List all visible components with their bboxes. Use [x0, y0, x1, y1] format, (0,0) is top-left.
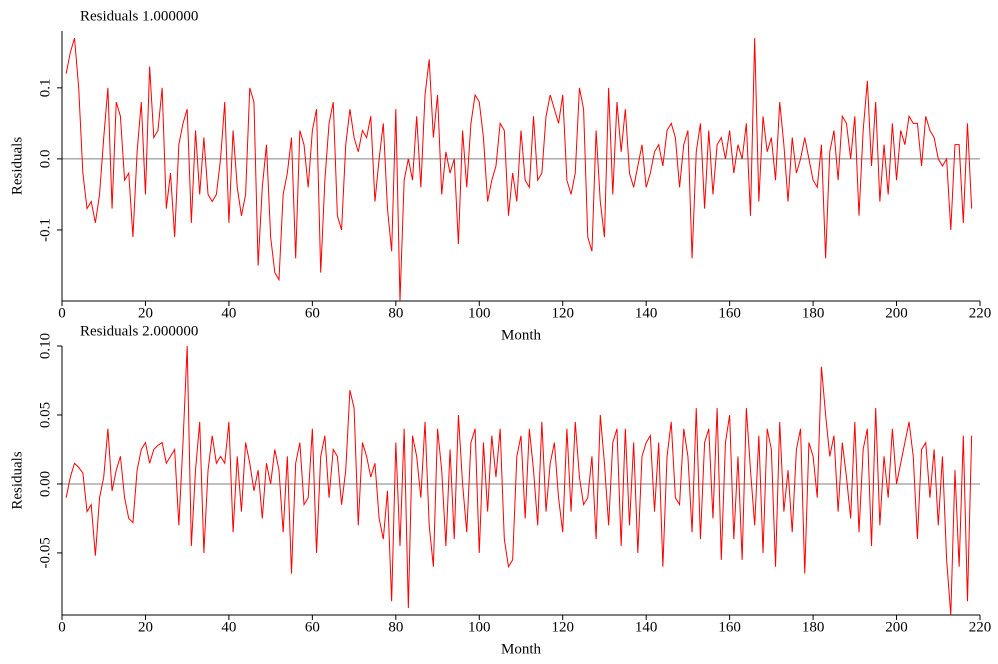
chart-title: Residuals 1.000000	[80, 8, 198, 24]
y-axis-label: Residuals	[9, 451, 25, 509]
y-axis-label: Residuals	[9, 137, 25, 195]
x-tick-label: 20	[138, 619, 153, 635]
x-tick-label: 160	[718, 305, 741, 321]
x-tick-label: 120	[551, 305, 574, 321]
x-tick-label: 60	[305, 619, 320, 635]
x-tick-label: 20	[138, 305, 153, 321]
x-tick-label: 140	[635, 619, 658, 635]
y-tick-label: 0.1	[37, 78, 53, 97]
y-tick-label: 0.05	[37, 402, 53, 428]
x-tick-label: 40	[221, 619, 236, 635]
chart-title: Residuals 2.000000	[80, 323, 198, 339]
y-tick-label: 0.0	[37, 150, 53, 169]
x-tick-label: 180	[802, 305, 825, 321]
x-tick-label: 120	[551, 619, 574, 635]
x-tick-label: 80	[388, 305, 403, 321]
x-tick-label: 100	[468, 305, 491, 321]
x-tick-label: 200	[885, 619, 908, 635]
series-line	[65, 37, 973, 302]
y-tick-label: -0.1	[37, 218, 53, 242]
x-tick-label: 220	[969, 305, 992, 321]
x-tick-label: 40	[221, 305, 236, 321]
x-tick-label: 160	[718, 619, 741, 635]
x-axis-label: Month	[501, 641, 542, 657]
x-tick-label: 80	[388, 619, 403, 635]
x-tick-label: 220	[969, 619, 992, 635]
x-axis-label: Month	[501, 327, 542, 343]
x-tick-label: 140	[635, 305, 658, 321]
y-tick-label: 0.10	[37, 333, 53, 359]
x-tick-label: 60	[305, 305, 320, 321]
x-tick-label: 200	[885, 305, 908, 321]
x-tick-label: 0	[58, 305, 66, 321]
y-tick-label: 0.00	[37, 471, 53, 497]
x-tick-label: 100	[468, 619, 491, 635]
y-tick-label: -0.05	[37, 537, 53, 568]
x-tick-label: 180	[802, 619, 825, 635]
series-line	[65, 345, 973, 616]
x-tick-label: 0	[58, 619, 66, 635]
